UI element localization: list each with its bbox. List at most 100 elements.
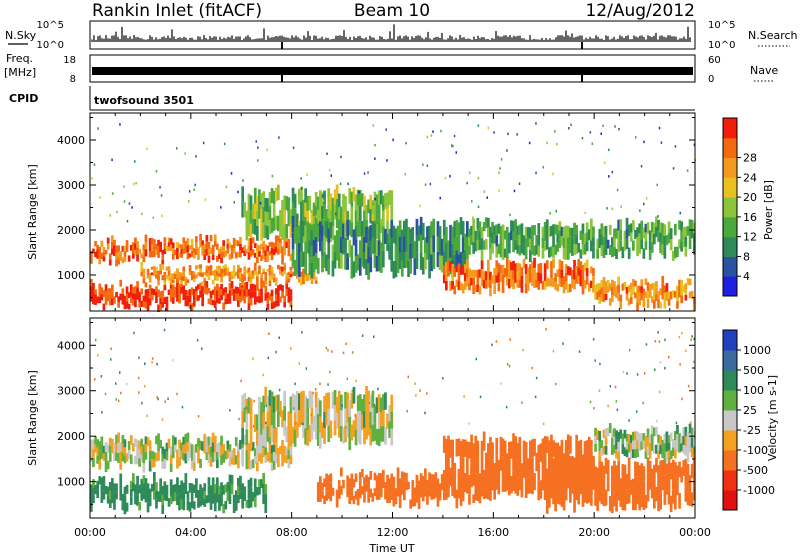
heatmap-cell (440, 255, 444, 273)
heatmap-cell (142, 483, 146, 492)
heatmap-cell (247, 498, 251, 509)
heatmap-cell (426, 226, 429, 243)
heatmap-cell (98, 290, 102, 297)
heatmap-cell (111, 248, 114, 255)
heatmap-cell (199, 264, 202, 269)
heatmap-speckle (329, 370, 331, 374)
heatmap-cell (388, 405, 391, 422)
heatmap-cell (489, 279, 492, 289)
heatmap-cell (613, 491, 616, 507)
heatmap-cell (531, 245, 534, 255)
heatmap-cell (692, 430, 696, 439)
heatmap-cell (243, 271, 247, 277)
heatmap-cell (165, 266, 169, 271)
heatmap-cell (104, 462, 108, 472)
heatmap-speckle (452, 145, 454, 148)
heatmap-cell (245, 499, 249, 508)
heatmap-cell (165, 484, 169, 493)
heatmap-cell (623, 230, 627, 241)
heatmap-cell (121, 245, 125, 252)
heatmap-cell (346, 210, 349, 226)
heatmap-cell (585, 241, 589, 252)
heatmap-speckle (486, 196, 488, 199)
nsky-tick-low: 10^0 (37, 40, 64, 51)
heatmap-cell (245, 225, 249, 241)
heatmap-cell (241, 281, 244, 286)
heatmap-cell (268, 453, 272, 463)
heatmap-cell (157, 451, 160, 461)
heatmap-cell (270, 253, 274, 260)
heatmap-cell (106, 460, 110, 470)
heatmap-cell (608, 245, 612, 255)
heatmap-cell (337, 480, 341, 490)
heatmap-cell (302, 406, 305, 423)
heatmap-cell (293, 193, 297, 208)
heatmap-cell (611, 446, 614, 455)
heatmap-cell (457, 222, 461, 239)
heatmap-cell (445, 242, 448, 259)
heatmap-cell (472, 218, 475, 231)
heatmap-cell (205, 287, 209, 295)
colorbar-segment (723, 450, 737, 471)
heatmap-cell (682, 226, 686, 237)
heatmap-cell (340, 485, 343, 495)
heatmap-cell (587, 455, 591, 475)
heatmap-cell (390, 237, 394, 255)
heatmap-cell (277, 457, 280, 468)
heatmap-cell (293, 412, 297, 430)
heatmap-cell (367, 494, 370, 503)
heatmap-cell (508, 260, 511, 270)
heatmap-cell (253, 456, 257, 465)
heatmap-cell (153, 472, 156, 482)
heatmap-cell (543, 263, 547, 273)
heatmap-cell (327, 483, 331, 491)
heatmap-cell (245, 440, 249, 450)
heatmap-cell (111, 284, 114, 292)
heatmap-cell (558, 230, 562, 240)
heatmap-cell (491, 459, 494, 478)
heatmap-cell (592, 472, 595, 490)
heatmap-cell (495, 437, 499, 456)
heatmap-cell (249, 209, 253, 224)
heatmap-cell (98, 258, 102, 265)
heatmap-cell (348, 188, 352, 204)
heatmap-cell (150, 266, 154, 270)
heatmap-cell (493, 481, 496, 500)
heatmap-cell (688, 239, 692, 249)
heatmap-cell (178, 501, 181, 511)
heatmap-cell (625, 489, 629, 505)
heatmap-cell (220, 294, 223, 301)
heatmap-cell (619, 301, 623, 310)
heatmap-cell (260, 453, 263, 464)
heatmap-cell (648, 434, 652, 443)
heatmap-cell (468, 494, 471, 505)
heatmap-cell (428, 260, 431, 279)
heatmap-cell (463, 439, 467, 457)
heatmap-speckle (225, 185, 228, 189)
heatmap-cell (480, 260, 484, 269)
heatmap-cell (453, 255, 457, 272)
heatmap-cell (190, 452, 194, 461)
heatmap-cell (167, 246, 171, 252)
heatmap-cell (268, 293, 272, 301)
heatmap-cell (663, 224, 667, 236)
heatmap-speckle (163, 328, 166, 332)
heatmap-cell (468, 441, 471, 459)
heatmap-speckle (116, 210, 118, 214)
heatmap-cell (566, 237, 570, 249)
heatmap-speckle (636, 410, 638, 413)
heatmap-cell (692, 243, 696, 255)
heatmap-cell (382, 410, 385, 426)
heatmap-cell (342, 223, 345, 239)
heatmap-cell (556, 488, 560, 504)
heatmap-cell (455, 439, 459, 457)
heatmap-speckle (645, 343, 648, 346)
heatmap-cell (295, 422, 299, 438)
heatmap-cell (615, 480, 618, 497)
heatmap-cell (167, 242, 171, 247)
heatmap-cell (594, 292, 597, 300)
heatmap-cell (388, 228, 391, 245)
heatmap-cell (161, 485, 165, 496)
heatmap-cell (373, 405, 377, 424)
heatmap-cell (96, 489, 99, 498)
